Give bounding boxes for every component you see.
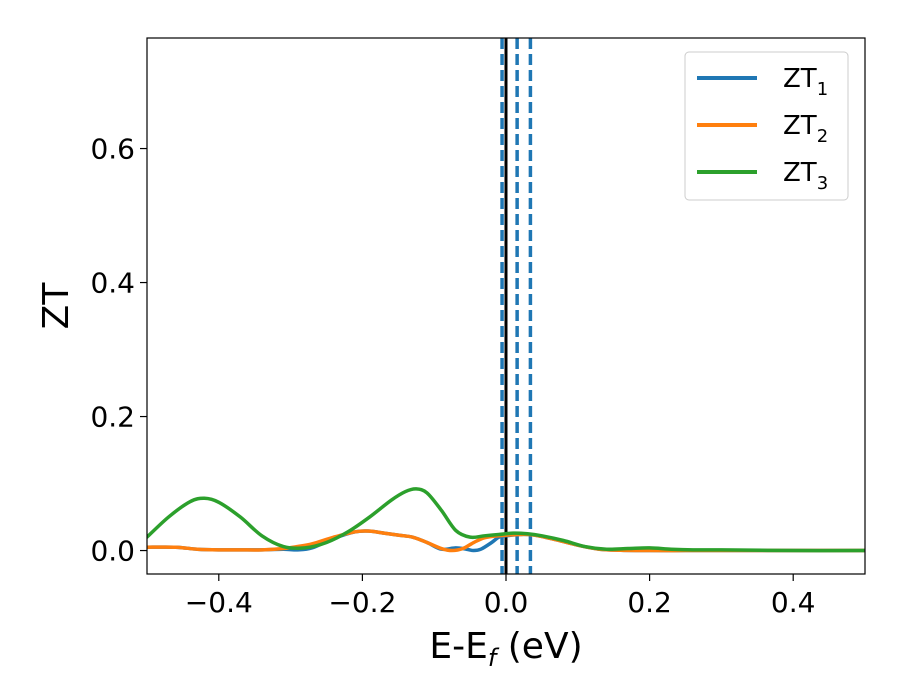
x-tick-label: 0.2 <box>627 586 672 619</box>
legend-label-zt1: ZT1 <box>783 64 828 100</box>
y-axis-label: ZT <box>36 282 77 330</box>
y-tick-label: 0.2 <box>90 401 135 434</box>
legend-frame <box>684 51 849 201</box>
x-axis-label-unit: (eV) <box>496 626 582 667</box>
legend-label-sub: 3 <box>817 173 828 194</box>
x-tick-label: −0.2 <box>328 586 396 619</box>
y-tick-label: 0.4 <box>90 267 135 300</box>
legend-label-main: ZT <box>783 158 817 188</box>
x-tick-label: −0.4 <box>185 586 253 619</box>
x-axis-label: E-Ef (eV) <box>429 626 582 672</box>
legend-label-zt3: ZT3 <box>783 158 828 194</box>
x-axis-ticks: −0.4 −0.2 0.0 0.2 0.4 <box>185 574 816 619</box>
legend-label-main: ZT <box>783 64 817 94</box>
series-lines <box>147 487 865 553</box>
series-line-zt3 <box>147 487 865 553</box>
legend-label-zt2: ZT2 <box>783 111 828 147</box>
legend-label-sub: 2 <box>817 126 828 147</box>
legend-label-sub: 1 <box>817 79 828 100</box>
y-tick-label: 0.0 <box>90 535 135 568</box>
legend-label-main: ZT <box>783 111 817 141</box>
x-tick-label: 0.4 <box>771 586 816 619</box>
reference-lines <box>500 38 533 574</box>
x-tick-label: 0.0 <box>484 586 529 619</box>
y-axis-ticks: 0.0 0.2 0.4 0.6 <box>90 133 147 568</box>
y-tick-label: 0.6 <box>90 133 135 166</box>
x-axis-label-main: E-E <box>429 626 487 667</box>
